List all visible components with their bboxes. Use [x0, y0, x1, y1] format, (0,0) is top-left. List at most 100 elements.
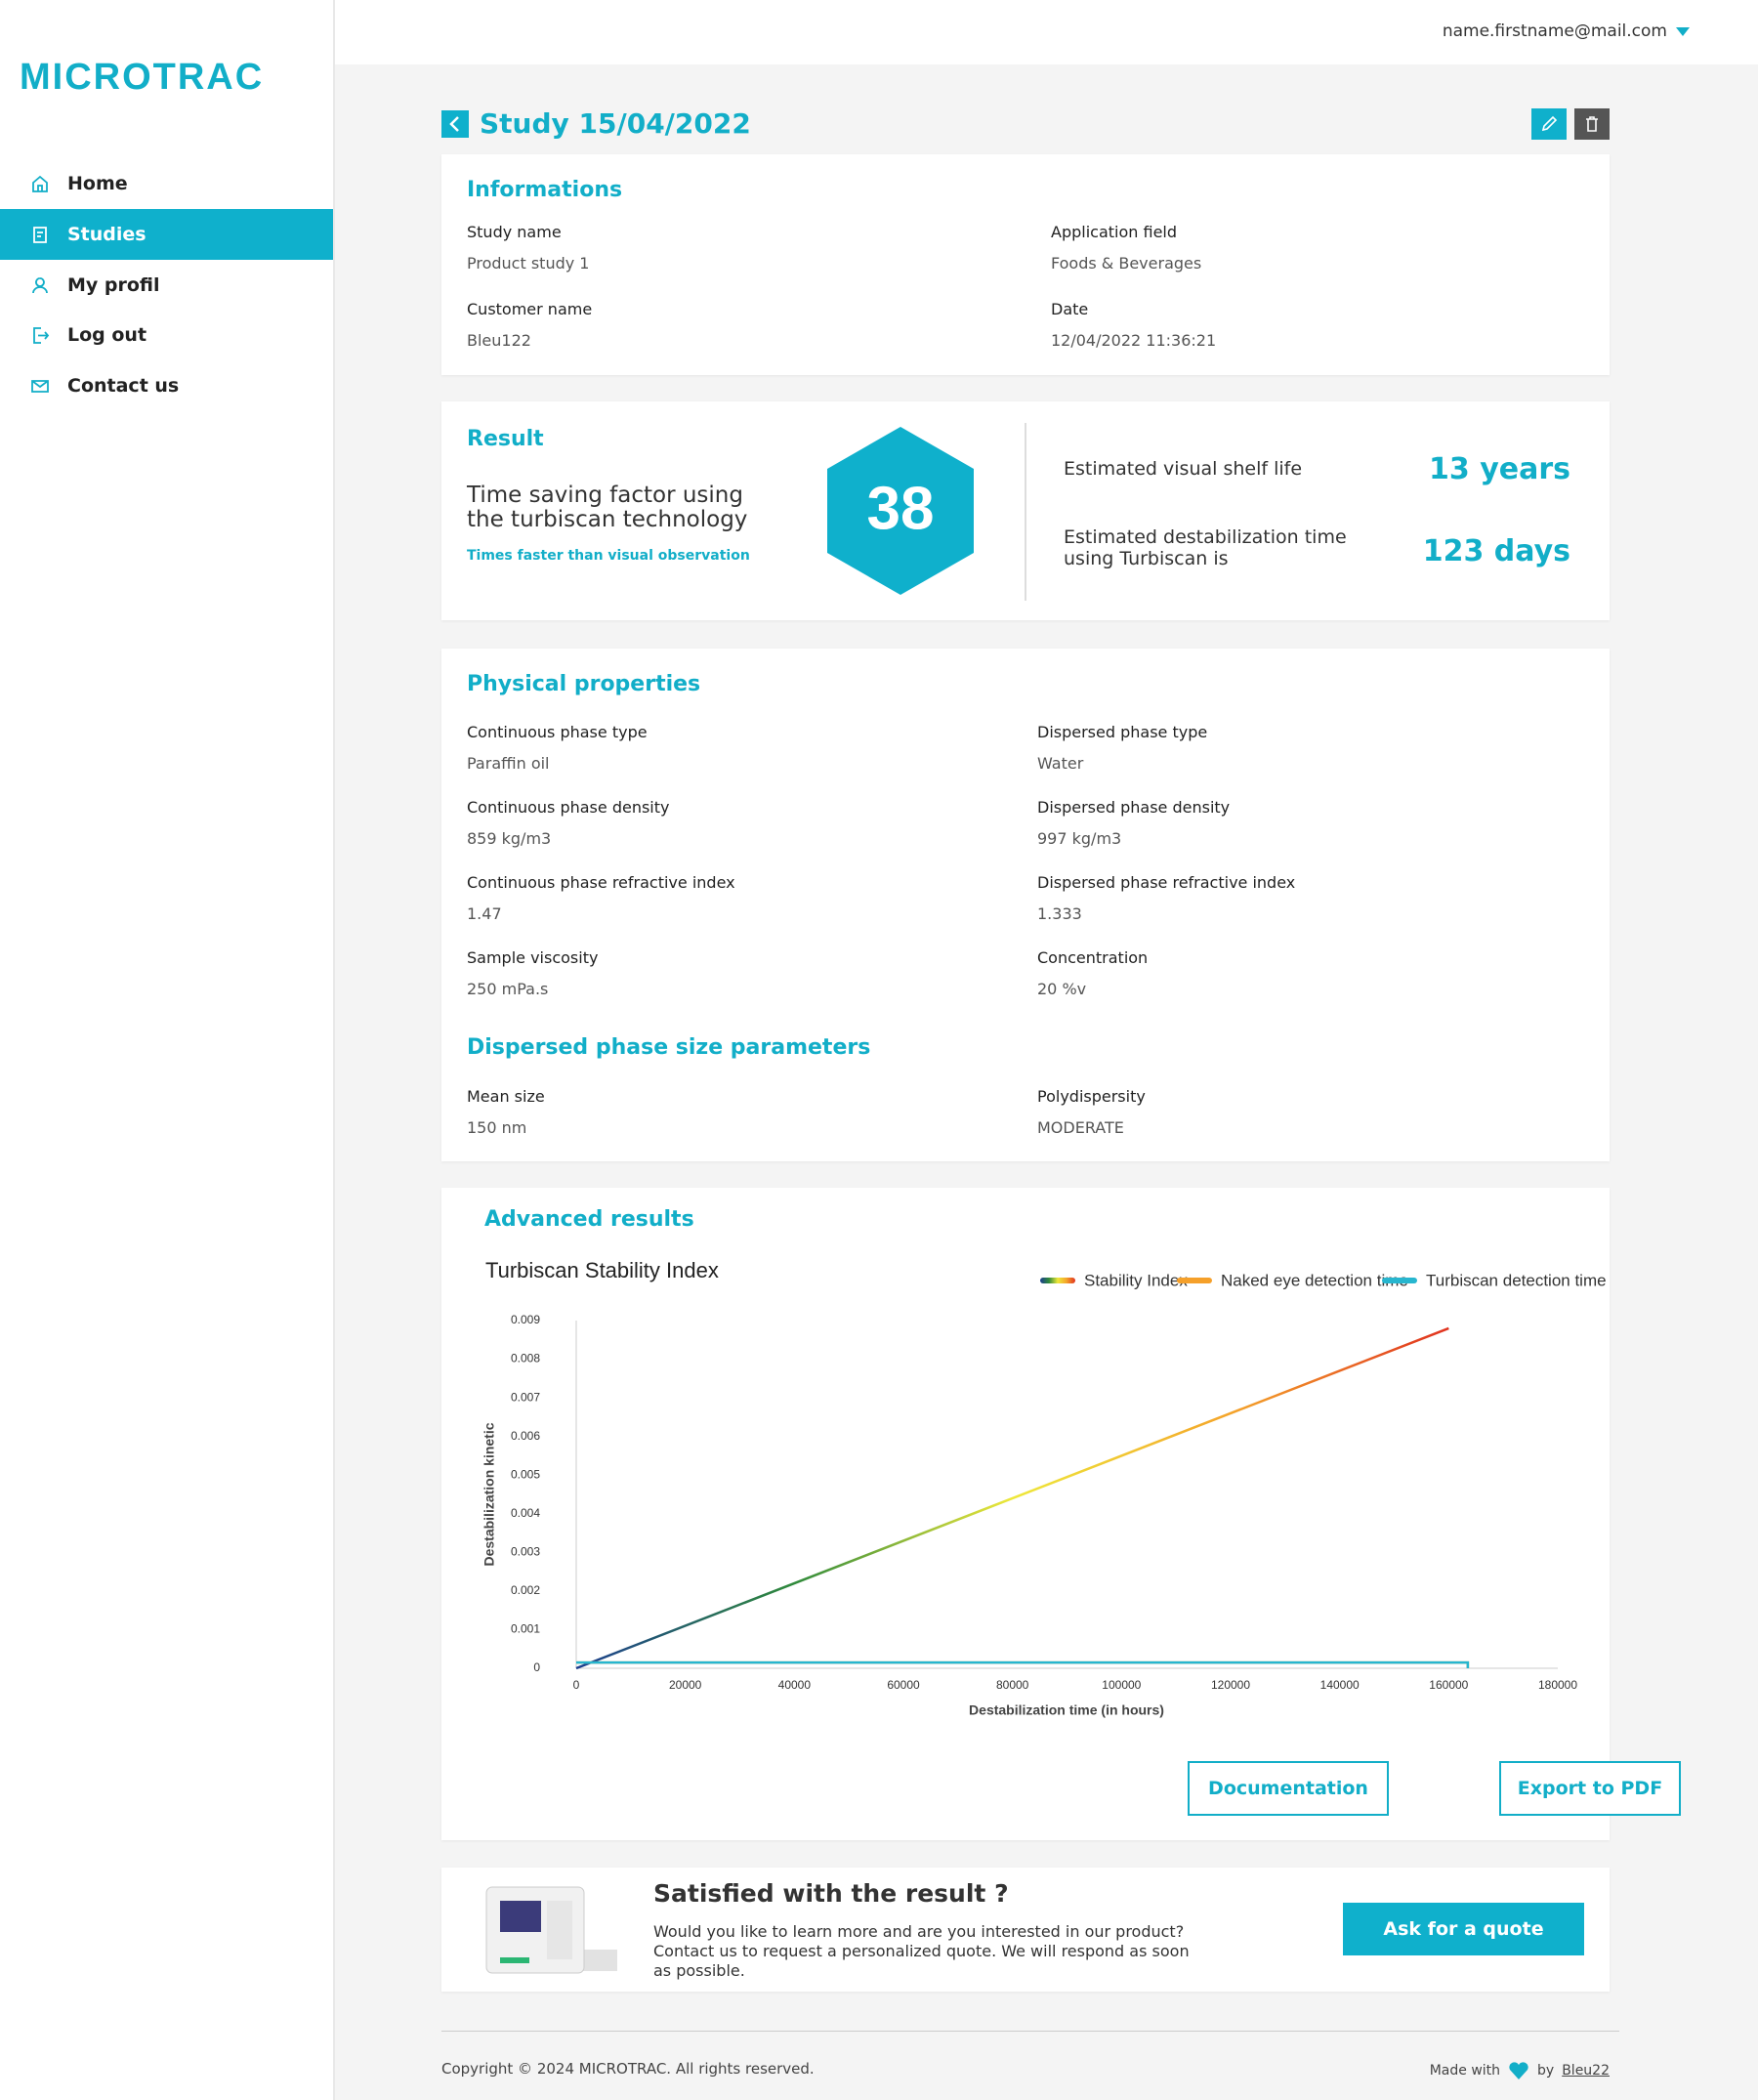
legend-swatch: [1040, 1278, 1075, 1283]
quote-button[interactable]: Ask for a quote: [1343, 1903, 1584, 1955]
field-value: Product study 1: [467, 254, 590, 273]
y-tick-label: 0.008: [511, 1352, 540, 1365]
icon-path: [32, 277, 48, 294]
product-image: [485, 1886, 617, 1974]
x-tick-label: 140000: [1320, 1678, 1360, 1692]
physical-card: Physical properties Dispersed phase size…: [441, 649, 1610, 1161]
y-tick-label: 0.006: [511, 1429, 540, 1443]
card-title: Advanced results: [484, 1207, 694, 1232]
promo-text: Would you like to learn more and are you…: [653, 1922, 1190, 1980]
x-tick-label: 160000: [1429, 1678, 1468, 1692]
field-label: Sample viscosity: [467, 948, 599, 967]
x-tick-label: 80000: [996, 1678, 1029, 1692]
user-email[interactable]: name.firstname@mail.com: [1442, 21, 1667, 41]
field-value: 12/04/2022 11:36:21: [1051, 331, 1217, 350]
x-tick-label: 0: [573, 1678, 580, 1692]
field-value: 250 mPa.s: [467, 980, 549, 998]
legend-label: Stability Index: [1084, 1271, 1188, 1289]
promo-title: Satisfied with the result ?: [653, 1879, 1009, 1908]
nav-label: My profil: [67, 274, 160, 296]
factor-hexagon: 38: [827, 427, 974, 595]
icon-path: [33, 227, 47, 243]
series-line: [575, 1326, 1449, 1670]
field-label: Polydispersity: [1037, 1087, 1146, 1106]
y-tick-label: 0.001: [511, 1622, 540, 1636]
result-card: Result Time saving factor using the turb…: [441, 401, 1610, 620]
metric-value: 13 years: [1429, 452, 1570, 486]
field-value: 1.47: [467, 904, 502, 923]
field-value: Water: [1037, 754, 1084, 773]
metric-value: 123 days: [1422, 534, 1570, 568]
field-label: Continuous phase type: [467, 723, 648, 741]
y-axis-label: Destabilization kinetic: [481, 1422, 497, 1566]
y-tick-label: 0.004: [511, 1506, 540, 1520]
study-title: Study 15/04/2022: [480, 107, 751, 140]
x-tick-label: 180000: [1538, 1678, 1577, 1692]
card-title: Result: [467, 427, 544, 451]
advanced-card: Advanced results Turbiscan Stability Ind…: [441, 1188, 1681, 1840]
metric-label: Estimated visual shelf life: [1064, 458, 1303, 480]
heart-icon: [1509, 2062, 1528, 2079]
nav-item[interactable]: My profil: [0, 260, 333, 311]
field-value: 859 kg/m3: [467, 829, 552, 848]
field-label: Customer name: [467, 300, 593, 318]
x-tick-label: 120000: [1211, 1678, 1250, 1692]
field-value: Paraffin oil: [467, 754, 550, 773]
nav-item[interactable]: Contact us: [0, 360, 333, 411]
y-tick-label: 0.007: [511, 1390, 540, 1404]
chart-title: Turbiscan Stability Index: [485, 1258, 719, 1282]
y-tick-label: 0.009: [511, 1313, 540, 1326]
x-tick-label: 60000: [887, 1678, 920, 1692]
nav-icon: [33, 327, 50, 344]
topbar: name.firstname@mail.com: [335, 0, 1758, 64]
field-label: Study name: [467, 223, 562, 241]
y-tick-label: 0.005: [511, 1467, 540, 1481]
nav-item[interactable]: Log out: [0, 310, 333, 360]
delete-button[interactable]: [1574, 108, 1610, 140]
field-label: Continuous phase refractive index: [467, 873, 735, 892]
series-line: [576, 1660, 1470, 1668]
x-tick-label: 20000: [669, 1678, 702, 1692]
metric-label: Estimated destabilization time using Tur…: [1064, 526, 1347, 569]
nav-label: Log out: [67, 324, 147, 346]
icon-path: [31, 380, 49, 393]
nav-icon: [32, 175, 48, 192]
nav-item[interactable]: Studies: [0, 209, 333, 260]
x-tick-label: 40000: [778, 1678, 812, 1692]
author-link[interactable]: Bleu22: [1562, 2063, 1610, 2079]
action-button[interactable]: Documentation: [1188, 1761, 1389, 1816]
field-value: 150 nm: [467, 1118, 527, 1137]
legend-label: Naked eye detection time: [1221, 1271, 1408, 1289]
nav-item[interactable]: Home: [0, 158, 333, 209]
field-label: Mean size: [467, 1087, 545, 1106]
nav-icon: [32, 277, 48, 294]
sidebar: MICROTRAC Home Studies My profil Log out Con…: [0, 0, 335, 2100]
y-tick-label: 0.003: [511, 1545, 540, 1559]
action-button[interactable]: Export to PDF: [1499, 1761, 1681, 1816]
nav-label: Home: [67, 173, 128, 194]
copyright: Copyright © 2024 MICROTRAC. All rights r…: [441, 2060, 815, 2078]
dropdown-caret[interactable]: [1676, 27, 1690, 37]
result-note: Times faster than visual observation: [467, 548, 750, 564]
field-value: 997 kg/m3: [1037, 829, 1122, 848]
logo[interactable]: MICROTRAC: [20, 57, 265, 98]
chart: Turbiscan Stability Index Destabilizatio…: [481, 1258, 1607, 1718]
result-description: Time saving factor using the turbiscan t…: [467, 483, 748, 532]
legend-label: Turbiscan detection time: [1426, 1271, 1607, 1289]
edit-button[interactable]: [1531, 108, 1567, 140]
y-tick-label: 0.002: [511, 1583, 540, 1597]
back-button[interactable]: [441, 110, 469, 138]
icon-path: [33, 327, 50, 344]
card-title: Informations: [467, 178, 623, 202]
field-value: 1.333: [1037, 904, 1082, 923]
nav-icon: [33, 227, 47, 243]
legend-swatch: [1177, 1278, 1212, 1283]
made-with: Made with: [1429, 2063, 1501, 2079]
divider: [1025, 423, 1026, 601]
field-label: Dispersed phase type: [1037, 723, 1208, 741]
nav-icon: [31, 380, 49, 393]
legend-swatch: [1382, 1278, 1417, 1283]
nav-label: Contact us: [67, 375, 180, 397]
